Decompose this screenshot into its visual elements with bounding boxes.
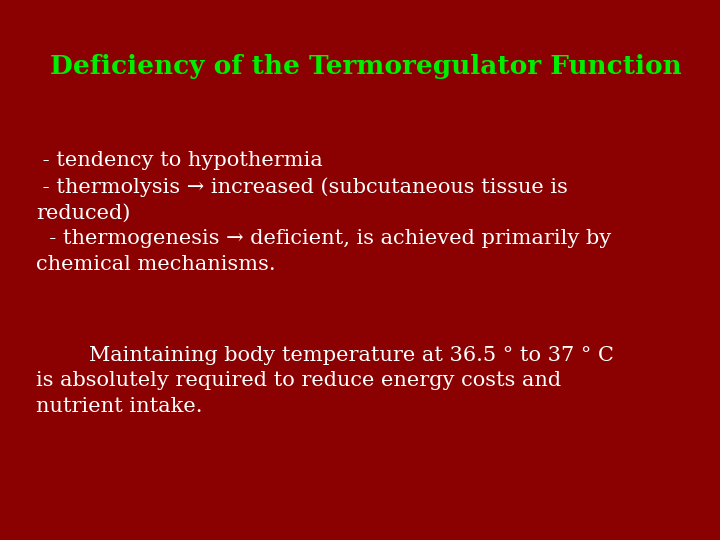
Text: Deficiency of the Termoregulator Function: Deficiency of the Termoregulator Functio…: [50, 54, 682, 79]
Text: - tendency to hypothermia
 - thermolysis → increased (subcutaneous tissue is
red: - tendency to hypothermia - thermolysis …: [36, 151, 611, 274]
Text: Maintaining body temperature at 36.5 ° to 37 ° C
is absolutely required to reduc: Maintaining body temperature at 36.5 ° t…: [36, 346, 614, 416]
